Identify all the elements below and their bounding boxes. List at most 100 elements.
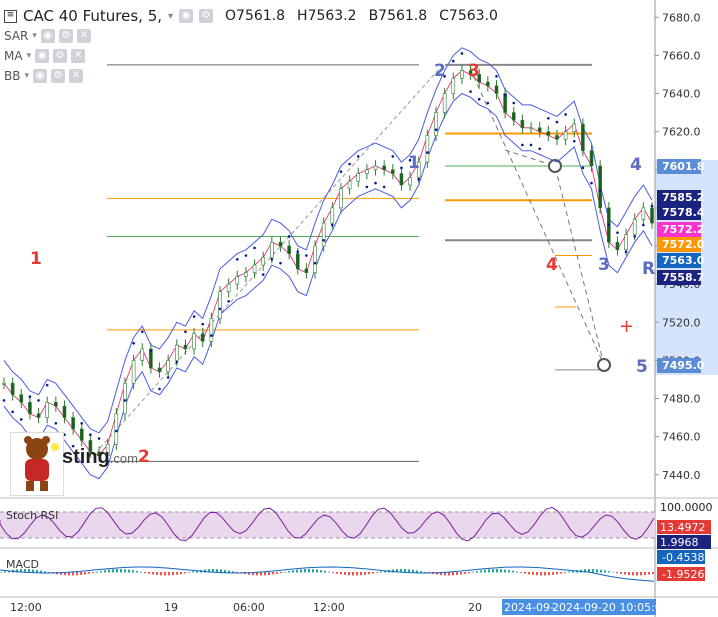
macd-histogram-bar: [144, 572, 146, 574]
settings-icon[interactable]: ⚙: [53, 49, 68, 63]
macd-histogram-bar: [384, 570, 386, 573]
time-label-bg: [502, 599, 656, 615]
macd-histogram-bar: [252, 572, 254, 576]
macd-histogram-bar: [44, 571, 46, 573]
wave-point: [548, 159, 562, 173]
macd-histogram-bar: [248, 572, 250, 575]
sar-dot: [477, 97, 481, 101]
macd-histogram-bar: [336, 572, 338, 574]
candle-body: [537, 127, 542, 132]
settings-icon[interactable]: ⚙: [58, 29, 73, 43]
sar-dot: [382, 185, 386, 189]
macd-panel: MACD -0.4538 -1.9526: [0, 550, 705, 582]
macd-histogram-bar: [220, 569, 222, 573]
sar-dot: [11, 410, 14, 414]
candle-body: [2, 382, 6, 385]
settings-icon[interactable]: ⚙: [199, 9, 214, 23]
indicator-bb[interactable]: BB ▾ ◉ ⚙ ✕: [4, 66, 498, 86]
sar-dot: [607, 223, 611, 227]
close-icon[interactable]: ✕: [69, 69, 83, 83]
macd-histogram-bar: [128, 569, 130, 573]
indicator-ma[interactable]: MA ▾ ◉ ⚙ ✕: [4, 46, 498, 66]
sar-dot: [279, 261, 282, 265]
macd-value-bg: [657, 550, 705, 564]
close-icon[interactable]: ✕: [71, 49, 86, 63]
macd-histogram-bar: [284, 571, 286, 573]
macd-histogram-bar: [64, 572, 66, 576]
candle-body: [200, 333, 205, 342]
macd-histogram-bar: [644, 572, 646, 576]
time-label: 2024-09-: [504, 601, 554, 614]
candle-body: [157, 367, 162, 373]
sar-dot: [356, 155, 360, 158]
macd-histogram-bar: [560, 572, 562, 574]
price-label: 7495.0: [662, 359, 705, 372]
candle-body: [270, 241, 274, 258]
sar-dot: [184, 330, 187, 334]
macd-histogram-bar: [624, 572, 626, 575]
dropdown-icon[interactable]: ▾: [168, 10, 174, 22]
candle-body: [287, 245, 291, 254]
visibility-icon[interactable]: ◉: [33, 69, 47, 83]
sar-dot: [400, 166, 403, 170]
macd-histogram-bar: [280, 572, 282, 574]
macd-histogram-bar: [448, 572, 450, 576]
macd-histogram-bar: [392, 569, 394, 573]
macd-histogram-bar: [452, 572, 454, 576]
candle-body: [408, 177, 412, 186]
trend-guide: [504, 149, 605, 366]
candle-body: [503, 93, 507, 113]
macd-histogram-bar: [652, 572, 654, 574]
visibility-icon[interactable]: ◉: [40, 29, 55, 43]
sar-dot: [244, 254, 248, 257]
macd-histogram-bar: [116, 569, 118, 573]
sar-dot: [650, 204, 654, 208]
sar-dot: [201, 322, 205, 326]
settings-icon[interactable]: ⚙: [51, 69, 65, 83]
sar-dot: [426, 151, 429, 154]
candle-body: [390, 169, 395, 174]
macd-histogram-bar: [188, 572, 190, 573]
macd-histogram-bar: [444, 572, 446, 576]
macd-histogram-bar: [648, 572, 650, 575]
macd-histogram-bar: [640, 572, 642, 576]
candle-body: [632, 219, 637, 235]
sar-dot: [313, 261, 317, 265]
macd-histogram-bar: [372, 572, 374, 574]
visibility-icon[interactable]: ◉: [179, 9, 194, 23]
macd-histogram-bar: [548, 572, 550, 576]
price-label: 7558.7: [662, 271, 704, 284]
macd-histogram-bar: [236, 572, 238, 573]
macd-histogram-bar: [496, 569, 498, 573]
sar-dot: [149, 349, 153, 353]
macd-histogram-bar: [308, 569, 310, 573]
macd-histogram-bar: [288, 570, 290, 573]
sar-dot: [391, 155, 395, 158]
wave-guides: +: [99, 67, 634, 449]
indicator-sar[interactable]: SAR ▾ ◉ ⚙ ✕: [4, 26, 498, 46]
sar-dot: [581, 166, 585, 170]
sar-dot: [140, 330, 144, 334]
menu-icon[interactable]: ≡: [4, 9, 17, 23]
sar-dot: [486, 101, 490, 105]
sar-dot: [443, 75, 446, 78]
macd-histogram-bar: [572, 570, 574, 573]
macd-histogram-bar: [84, 572, 86, 575]
macd-histogram-bar: [8, 570, 10, 573]
macd-histogram-bar: [260, 572, 262, 576]
wave-label: 1: [30, 249, 42, 269]
candle-body: [45, 402, 50, 418]
macd-histogram-bar: [104, 570, 106, 573]
sar-dot: [37, 399, 40, 402]
macd-histogram-bar: [492, 569, 494, 573]
sar-dot: [451, 59, 455, 63]
macd-histogram-bar: [292, 570, 294, 573]
candle-body: [451, 77, 456, 94]
macd-histogram-bar: [224, 569, 226, 573]
close-icon[interactable]: ✕: [76, 29, 91, 43]
visibility-icon[interactable]: ◉: [35, 49, 50, 63]
macd-histogram-bar: [632, 572, 634, 576]
macd-histogram-bar: [596, 569, 598, 573]
macd-histogram-bar: [476, 571, 478, 573]
